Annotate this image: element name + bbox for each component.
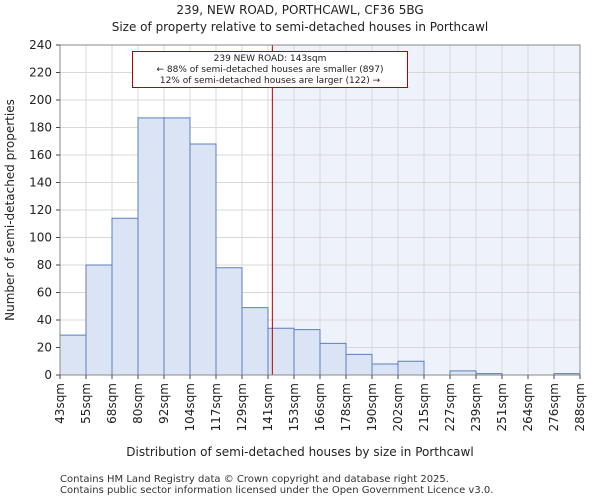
x-tick-label-80sqm: 80sqm [131, 383, 145, 424]
bar-166sqm [319, 342, 347, 376]
bar-43sqm [59, 334, 87, 376]
x-axis-label: Distribution of semi-detached houses by … [126, 445, 474, 459]
x-tick-label-190sqm: 190sqm [365, 383, 379, 431]
x-tick-label-68sqm: 68sqm [105, 383, 119, 424]
marker-annotation-box: 239 NEW ROAD: 143sqm ← 88% of semi-detac… [132, 51, 408, 88]
bar-104sqm [189, 143, 217, 376]
x-tick-label-276sqm: 276sqm [547, 383, 561, 431]
footer-copyright: Contains HM Land Registry data © Crown c… [60, 474, 449, 485]
x-tick-label-227sqm: 227sqm [443, 383, 457, 431]
x-tick-label-43sqm: 43sqm [53, 383, 67, 424]
y-tick-label: 180 [29, 121, 52, 135]
x-tick-label-215sqm: 215sqm [417, 383, 431, 431]
y-tick-label: 240 [29, 38, 52, 52]
y-tick-label: 160 [29, 148, 52, 162]
y-tick-label: 20 [37, 341, 52, 355]
x-tick-label-239sqm: 239sqm [469, 383, 483, 431]
x-tick-label-141sqm: 141sqm [261, 383, 275, 431]
x-tick-label-178sqm: 178sqm [339, 383, 353, 431]
bar-202sqm [397, 360, 425, 376]
bar-178sqm [345, 353, 373, 376]
y-tick-label: 60 [37, 286, 52, 300]
y-tick-label: 140 [29, 176, 52, 190]
x-tick-label-117sqm: 117sqm [209, 383, 223, 431]
y-tick-label: 40 [37, 313, 52, 327]
annotation-line-3: 12% of semi-detached houses are larger (… [159, 76, 381, 86]
x-tick-label-264sqm: 264sqm [521, 383, 535, 431]
x-tick-label-92sqm: 92sqm [157, 383, 171, 424]
x-tick-label-104sqm: 104sqm [183, 383, 197, 431]
x-tick-label-55sqm: 55sqm [79, 383, 93, 424]
chart-title: 239, NEW ROAD, PORTHCAWL, CF36 5BG [176, 3, 424, 17]
bar-68sqm [111, 217, 139, 376]
y-tick-label: 80 [37, 258, 52, 272]
annotation-line-1: 239 NEW ROAD: 143sqm [213, 54, 327, 64]
x-tick-label-288sqm: 288sqm [573, 383, 587, 431]
annotation-line-2: ← 88% of semi-detached houses are smalle… [156, 65, 384, 75]
x-tick-label-166sqm: 166sqm [313, 383, 327, 431]
x-tick-label-202sqm: 202sqm [391, 383, 405, 431]
y-tick-label: 0 [44, 368, 52, 382]
y-axis-label: Number of semi-detached properties [3, 99, 17, 321]
bar-80sqm [137, 117, 165, 376]
y-tick-label: 220 [29, 66, 52, 80]
x-tick-label-251sqm: 251sqm [495, 383, 509, 431]
bar-190sqm [371, 363, 399, 376]
bar-55sqm [85, 264, 113, 376]
y-tick-label: 200 [29, 93, 52, 107]
bar-129sqm [241, 307, 269, 376]
bar-227sqm [449, 370, 477, 376]
bar-92sqm [163, 117, 191, 376]
chart-subtitle: Size of property relative to semi-detach… [111, 20, 489, 34]
bar-117sqm [215, 267, 243, 376]
x-tick-label-129sqm: 129sqm [235, 383, 249, 431]
bar-153sqm [293, 329, 321, 376]
y-tick-label: 120 [29, 203, 52, 217]
y-tick-label: 100 [29, 231, 52, 245]
footer-licence: Contains public sector information licen… [60, 485, 494, 496]
x-tick-label-153sqm: 153sqm [287, 383, 301, 431]
